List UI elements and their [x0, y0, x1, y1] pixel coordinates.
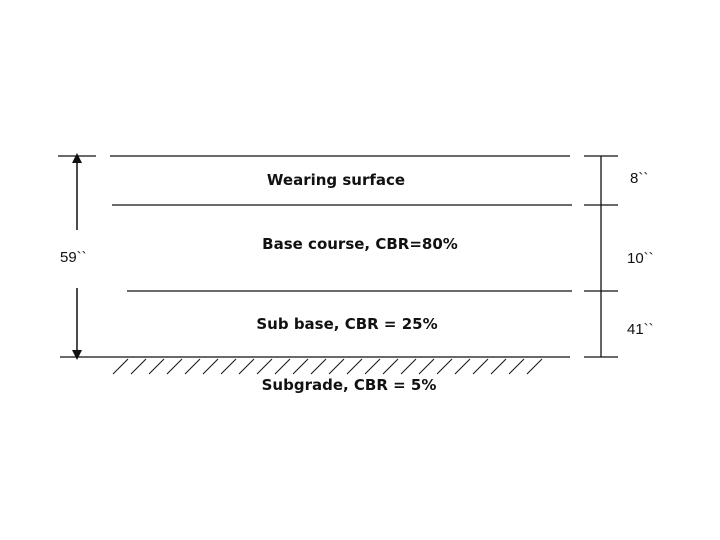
hatch-stroke — [184, 358, 201, 375]
hatch-stroke — [202, 358, 219, 375]
base-course-label: Base course, CBR=80% — [262, 235, 458, 253]
hatch-stroke — [112, 358, 129, 375]
sub-base-label: Sub base, CBR = 25% — [256, 315, 437, 333]
hatch-stroke — [238, 358, 255, 375]
hatch-stroke — [436, 358, 453, 375]
hatch-stroke — [220, 358, 237, 375]
hatch-stroke — [256, 358, 273, 375]
hatch-stroke — [364, 358, 381, 375]
hatch-stroke — [130, 358, 147, 375]
hatch-stroke — [508, 358, 525, 375]
hatch-stroke — [166, 358, 183, 375]
hatch-stroke — [328, 358, 345, 375]
wearing-surface-thickness-label: 8`` — [630, 170, 648, 187]
hatch-stroke — [490, 358, 507, 375]
total-thickness-label: 59`` — [60, 249, 87, 266]
hatch-stroke — [148, 358, 165, 375]
hatch-stroke — [454, 358, 471, 375]
hatch-stroke — [346, 358, 363, 375]
base-course-thickness-label: 10`` — [627, 250, 654, 267]
subgrade-hatching — [112, 358, 543, 375]
sub-base-thickness-label: 41`` — [627, 321, 654, 338]
hatch-stroke — [382, 358, 399, 375]
hatch-stroke — [418, 358, 435, 375]
hatch-stroke — [400, 358, 417, 375]
hatch-stroke — [292, 358, 309, 375]
hatch-stroke — [274, 358, 291, 375]
hatch-stroke — [526, 358, 543, 375]
wearing-surface-label: Wearing surface — [267, 171, 405, 189]
subgrade-label: Subgrade, CBR = 5% — [262, 376, 437, 394]
hatch-stroke — [472, 358, 489, 375]
hatch-stroke — [310, 358, 327, 375]
